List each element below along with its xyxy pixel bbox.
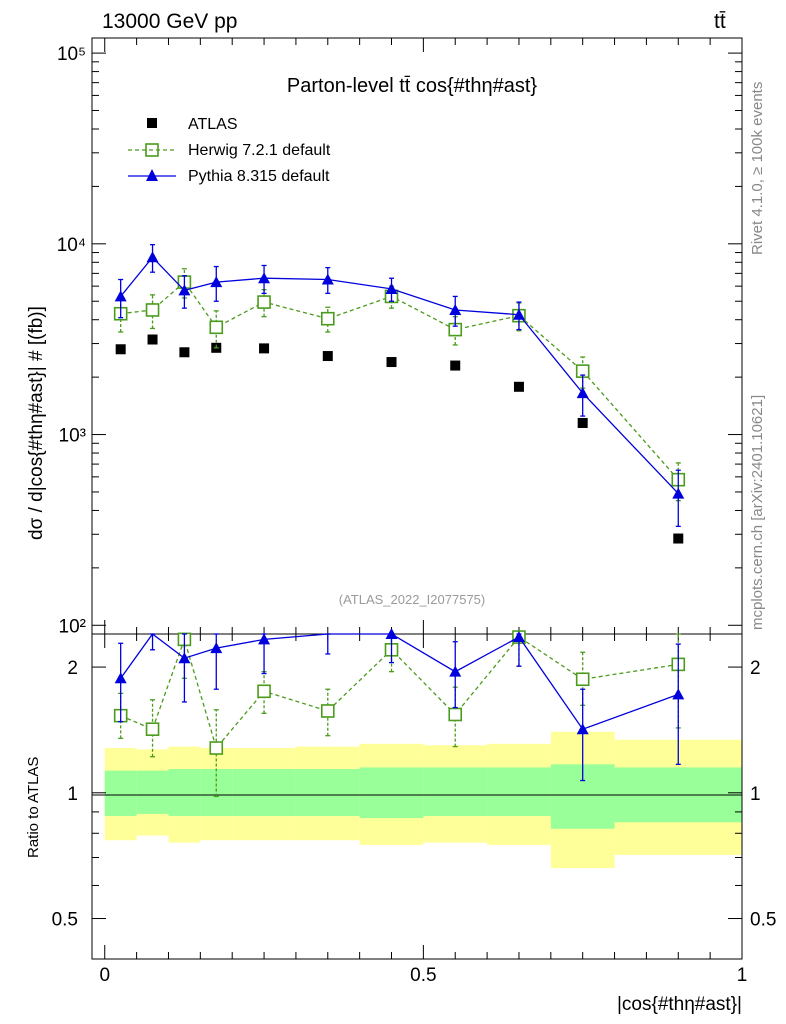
green-band	[295, 769, 360, 816]
legend-pythia-label: Pythia 8.315 default	[188, 168, 330, 185]
green-band	[136, 770, 169, 814]
legend-atlas-marker	[147, 118, 157, 128]
main-y-tick-label: 10⁴	[57, 235, 86, 256]
pythia-point	[512, 308, 525, 320]
atlas-point	[322, 351, 333, 362]
atlas-point	[115, 344, 126, 355]
herwig-ratio-point	[448, 707, 463, 722]
ratio-y-tick-label: 0.5	[52, 910, 78, 931]
pythia-point	[449, 303, 462, 315]
analysis-watermark: (ATLAS_2022_I2077575)	[339, 592, 485, 607]
ratio-series	[113, 628, 686, 798]
x-tick-label: 1	[737, 965, 748, 986]
herwig-point	[257, 295, 271, 309]
herwig-ratio-point	[145, 722, 160, 736]
source-label: mcplots.cern.ch [arXiv:2401.10621]	[749, 395, 766, 630]
herwig-ratio-point	[257, 684, 271, 699]
green-band	[359, 767, 424, 819]
main-y-axis-label: dσ / d|cos{#thη#ast}| # [(fb)]	[26, 306, 47, 540]
herwig-ratio-point	[575, 672, 590, 687]
x-axis-label: |cos{#thη#ast}|	[617, 994, 742, 1015]
x-tick-label: 0.5	[410, 965, 436, 986]
pythia-ratio-point	[114, 672, 127, 684]
main-y-tick-label: 10⁵	[57, 44, 86, 65]
green-band	[168, 769, 201, 816]
process-label: tt̄	[714, 10, 726, 33]
ratio-plot-frame	[91, 633, 743, 960]
pythia-point	[385, 282, 398, 294]
main-y-tick-label: 10³	[59, 426, 86, 447]
green-band	[423, 767, 488, 816]
herwig-ratio-point	[209, 741, 224, 755]
herwig-point	[145, 303, 160, 317]
green-band	[232, 769, 296, 816]
pythia-point	[321, 273, 334, 285]
pythia-ratio-point	[449, 665, 462, 677]
legend: ATLAS Herwig 7.2.1 default Pythia 8.315 …	[128, 116, 331, 185]
pythia-ratio-point	[385, 628, 398, 639]
pythia-point	[258, 272, 271, 284]
pythia-point	[178, 284, 191, 296]
green-band	[200, 769, 233, 816]
energy-label: 13000 GeV pp	[102, 10, 237, 33]
pythia-point	[146, 251, 159, 263]
legend-atlas-label: ATLAS	[188, 116, 238, 133]
atlas-point	[513, 381, 524, 392]
legend-pythia-marker	[146, 169, 158, 181]
pythia-point	[672, 487, 685, 499]
ratio-uncertainty-bands	[104, 731, 742, 869]
atlas-point	[577, 417, 588, 428]
herwig-point	[320, 311, 335, 326]
ratio-y-axis-label: Ratio to ATLAS	[25, 757, 42, 858]
ratio-y-tick-label: 2	[67, 658, 78, 679]
herwig-ratio-point	[320, 704, 335, 718]
herwig-ratio-line	[120, 636, 679, 750]
legend-herwig-label: Herwig 7.2.1 default	[188, 142, 331, 159]
pythia-point	[576, 387, 589, 399]
main-y-tick-label: 10²	[59, 616, 86, 637]
ratio-y-tick-label: 1	[67, 784, 78, 805]
pythia-ratio-point	[512, 631, 525, 643]
main-title: Parton-level tt̄ cos{#thη#ast}	[287, 75, 537, 97]
herwig-point	[209, 320, 224, 335]
pythia-line	[120, 256, 679, 495]
pythia-point	[114, 290, 127, 302]
legend-herwig-marker	[145, 143, 159, 157]
pythia-ratio-point	[576, 723, 589, 735]
main-series	[113, 244, 686, 544]
ratio-y-tick-label-right: 0.5	[750, 910, 776, 931]
pythia-ratio-point	[210, 642, 223, 654]
green-band	[104, 770, 137, 816]
x-tick-labels: 0 0.5 1	[99, 965, 747, 986]
pythia-ratio-point	[178, 652, 191, 664]
ratio-y-tick-label-right: 1	[750, 784, 761, 805]
atlas-point	[673, 533, 684, 544]
pythia-ratio-point	[672, 688, 685, 700]
atlas-point	[147, 334, 158, 345]
ratio-y-tick-label-right: 2	[750, 658, 761, 679]
ratio-y-tick-labels: 0.5 0.5 1 1 2 2	[52, 658, 777, 930]
rivet-label: Rivet 4.1.0, ≥ 100k events	[749, 82, 766, 255]
pythia-point	[210, 276, 223, 288]
pythia-ratio-line	[120, 633, 679, 730]
atlas-point	[386, 357, 397, 368]
atlas-point	[259, 343, 270, 354]
main-y-tick-labels: 10² 10³ 10⁴ 10⁵	[57, 44, 86, 637]
herwig-line	[120, 281, 679, 481]
pythia-ratio-point	[258, 633, 271, 645]
x-tick-label: 0	[99, 965, 110, 986]
atlas-point	[179, 347, 190, 358]
atlas-point	[450, 360, 461, 371]
green-band	[487, 767, 551, 816]
